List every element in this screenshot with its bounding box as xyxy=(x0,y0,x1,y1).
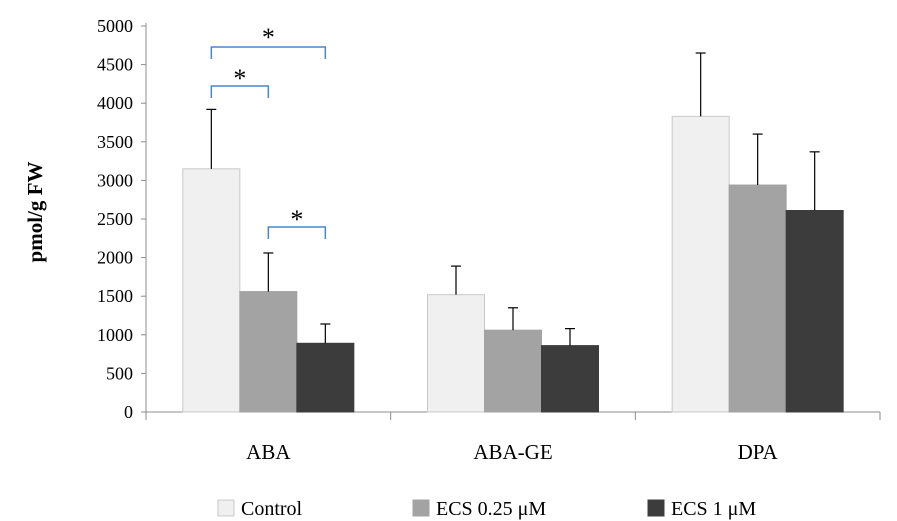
significance-brackets: * * * xyxy=(210,23,327,239)
error-bars xyxy=(206,52,820,346)
x-tick-label: ABA-GE xyxy=(473,440,552,464)
x-tick-label: DPA xyxy=(738,440,779,464)
legend-label: ECS 0.25 μM xyxy=(436,498,546,520)
y-tick-label: 500 xyxy=(106,363,133,383)
y-tick-label: 1000 xyxy=(97,325,133,345)
y-tick-label: 3000 xyxy=(97,170,133,190)
y-tick-label: 4000 xyxy=(97,93,133,113)
bar xyxy=(728,184,787,413)
bar xyxy=(182,168,241,413)
y-tick-label: 4500 xyxy=(97,55,133,75)
significance-bracket xyxy=(267,226,327,239)
y-tick-label: 5000 xyxy=(97,16,133,36)
y-tick-label: 0 xyxy=(124,402,133,422)
legend-label: Control xyxy=(241,498,303,520)
y-tick-label: 1500 xyxy=(97,286,133,306)
legend-swatch xyxy=(412,499,430,517)
y-tick-label: 3500 xyxy=(97,132,133,152)
y-axis-title: pmol/g FW xyxy=(23,162,47,263)
significance-star: * xyxy=(233,64,246,93)
legend-swatch xyxy=(647,499,665,517)
legend: Control ECS 0.25 μM ECS 1 μM xyxy=(217,498,756,520)
bar xyxy=(484,329,542,413)
significance-star: * xyxy=(262,23,275,52)
significance-star: * xyxy=(290,205,303,234)
legend-label: ECS 1 μM xyxy=(671,498,756,520)
bars xyxy=(182,115,844,413)
legend-swatch xyxy=(217,499,235,517)
bar xyxy=(427,294,485,413)
bar xyxy=(785,210,844,413)
bar xyxy=(239,291,298,413)
bar xyxy=(296,342,355,413)
significance-bracket xyxy=(210,46,327,59)
significance-bracket xyxy=(210,85,270,98)
x-tick-label: ABA xyxy=(246,440,291,464)
y-tick-label: 2000 xyxy=(97,248,133,268)
axes: 0 500 1000 1500 2000 2500 3000 3500 4000 4500 5000… xyxy=(97,16,881,464)
bar xyxy=(541,345,599,413)
y-tick-label: 2500 xyxy=(97,209,133,229)
bar xyxy=(671,115,730,413)
